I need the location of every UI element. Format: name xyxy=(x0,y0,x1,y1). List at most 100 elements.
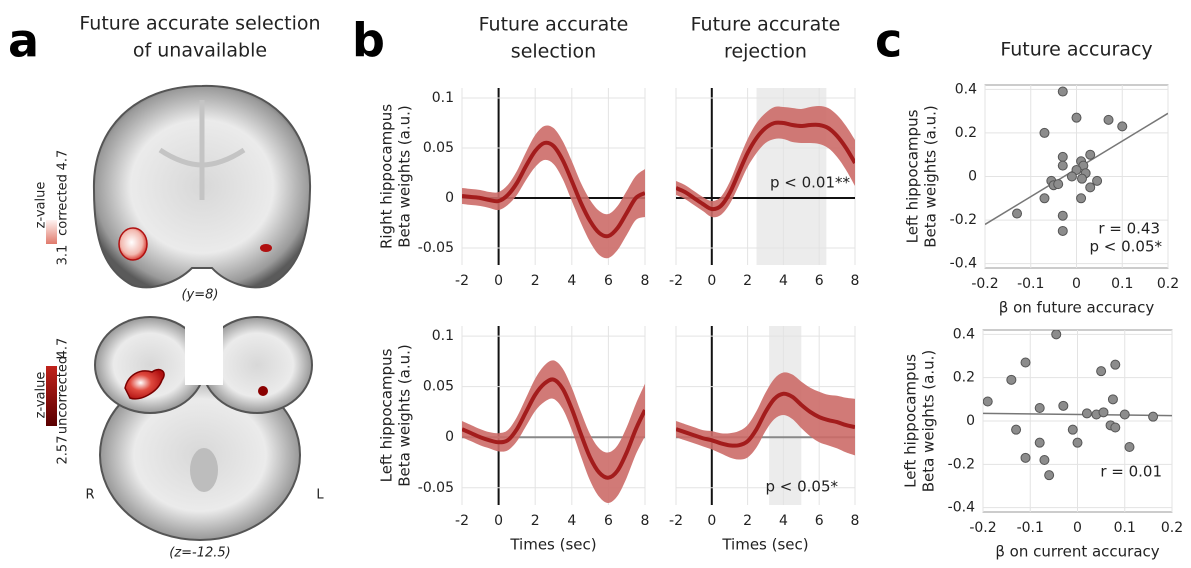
y-axis-label: Beta weights (a.u.) xyxy=(396,344,414,486)
point xyxy=(1067,172,1076,181)
y-tick-label: -0.4 xyxy=(950,256,977,272)
chart-title: Future accurate xyxy=(479,14,629,36)
point xyxy=(1125,443,1134,452)
x-tick-label: 8 xyxy=(641,513,650,529)
slice-caption: (z=-12.5) xyxy=(169,546,231,561)
x-tick-label: 0 xyxy=(707,513,716,529)
figure: a Future accurate selection of unavailab… xyxy=(0,0,1191,568)
plot-area xyxy=(462,360,645,503)
panel-title: of unavailable xyxy=(133,40,267,62)
x-tick-label: 0.1 xyxy=(1111,276,1133,292)
x-tick-label: 6 xyxy=(604,273,613,289)
point xyxy=(1012,425,1021,434)
point xyxy=(1118,122,1127,131)
point xyxy=(1072,113,1081,122)
x-tick-label: -2 xyxy=(669,273,683,289)
point xyxy=(1068,425,1077,434)
panel-letter: a xyxy=(8,14,39,68)
annotation: p < 0.05* xyxy=(765,478,838,496)
colorbar-min: 3.1 xyxy=(56,245,71,266)
x-tick-label: -2 xyxy=(455,273,469,289)
y-axis-label: Right hippocampus xyxy=(378,104,396,249)
x-tick-label: 2 xyxy=(531,273,540,289)
point xyxy=(1086,183,1095,192)
side-label: R xyxy=(85,488,94,503)
y-tick-label: -0.2 xyxy=(948,456,975,472)
point xyxy=(1035,404,1044,413)
x-tick-label: 0.2 xyxy=(1161,520,1183,536)
point xyxy=(1099,408,1108,417)
colorbar-max: 4.7 xyxy=(56,338,71,359)
x-tick-label: 2 xyxy=(531,513,540,529)
colorbar-min: 2.57 xyxy=(56,436,71,465)
plot-area xyxy=(676,372,855,459)
point xyxy=(1040,456,1049,465)
x-tick-label: 4 xyxy=(779,273,788,289)
point xyxy=(1040,128,1049,137)
x-tick-label: 0.2 xyxy=(1157,276,1179,292)
error-band xyxy=(462,360,645,503)
panel-title: Future accurate selection xyxy=(79,13,320,35)
y-tick-label: 0.4 xyxy=(953,326,975,342)
point xyxy=(1086,150,1095,159)
x-tick-label: 0 xyxy=(1073,520,1082,536)
point xyxy=(1104,115,1113,124)
y-tick-label: 0.05 xyxy=(423,379,454,395)
y-axis-label: Left hippocampus xyxy=(378,348,396,482)
x-tick-label: 0 xyxy=(1072,276,1081,292)
x-tick-label: 8 xyxy=(851,273,860,289)
x-tick-label: 0.1 xyxy=(1114,520,1136,536)
x-axis-label: Times (sec) xyxy=(721,536,808,554)
y-tick-label: 0.1 xyxy=(432,328,454,344)
y-tick-label: 0.2 xyxy=(955,125,977,141)
point xyxy=(1045,471,1054,480)
y-tick-label: 0.2 xyxy=(953,370,975,386)
point xyxy=(1120,410,1129,419)
point xyxy=(1149,412,1158,421)
x-tick-label: -0.1 xyxy=(1017,276,1044,292)
point xyxy=(1040,194,1049,203)
panel-letter: c xyxy=(875,14,902,68)
y-tick-label: 0 xyxy=(445,429,454,445)
axial-slice xyxy=(95,317,312,540)
x-axis-label: Times (sec) xyxy=(509,536,596,554)
x-tick-label: 8 xyxy=(851,513,860,529)
x-tick-label: 2 xyxy=(743,513,752,529)
side-label: L xyxy=(316,488,324,503)
y-tick-label: 0 xyxy=(445,190,454,206)
point xyxy=(1077,194,1086,203)
y-tick-label: -0.4 xyxy=(948,500,975,516)
x-tick-label: -0.2 xyxy=(969,520,996,536)
chart-title: rejection xyxy=(724,41,807,63)
point xyxy=(1021,453,1030,462)
x-tick-label: 6 xyxy=(815,513,824,529)
chart-title: selection xyxy=(511,41,596,63)
point xyxy=(1007,375,1016,384)
point xyxy=(1111,423,1120,432)
coronal-slice xyxy=(94,86,310,287)
plot-area xyxy=(462,125,645,258)
point xyxy=(1058,152,1067,161)
point xyxy=(1093,176,1102,185)
annotation: p < 0.01** xyxy=(770,174,851,192)
point xyxy=(1082,409,1091,418)
slice-caption: (y=8) xyxy=(181,288,218,303)
x-tick-label: -0.2 xyxy=(971,276,998,292)
x-tick-label: -2 xyxy=(455,513,469,529)
annotation: p < 0.05* xyxy=(1089,238,1162,256)
x-tick-label: 0 xyxy=(494,273,503,289)
y-tick-label: 0 xyxy=(968,169,977,185)
point xyxy=(1035,438,1044,447)
y-tick-label: -0.05 xyxy=(418,480,454,496)
point xyxy=(1058,211,1067,220)
chart-title: Future accuracy xyxy=(1000,39,1152,61)
x-tick-label: 6 xyxy=(604,513,613,529)
y-axis-label: Beta weights (a.u.) xyxy=(396,105,414,247)
x-tick-label: 4 xyxy=(567,273,576,289)
x-axis-label: β on future accuracy xyxy=(999,299,1155,317)
point xyxy=(1058,161,1067,170)
x-tick-label: 4 xyxy=(779,513,788,529)
y-tick-label: 0.1 xyxy=(432,90,454,106)
point xyxy=(1059,401,1068,410)
point xyxy=(1097,367,1106,376)
